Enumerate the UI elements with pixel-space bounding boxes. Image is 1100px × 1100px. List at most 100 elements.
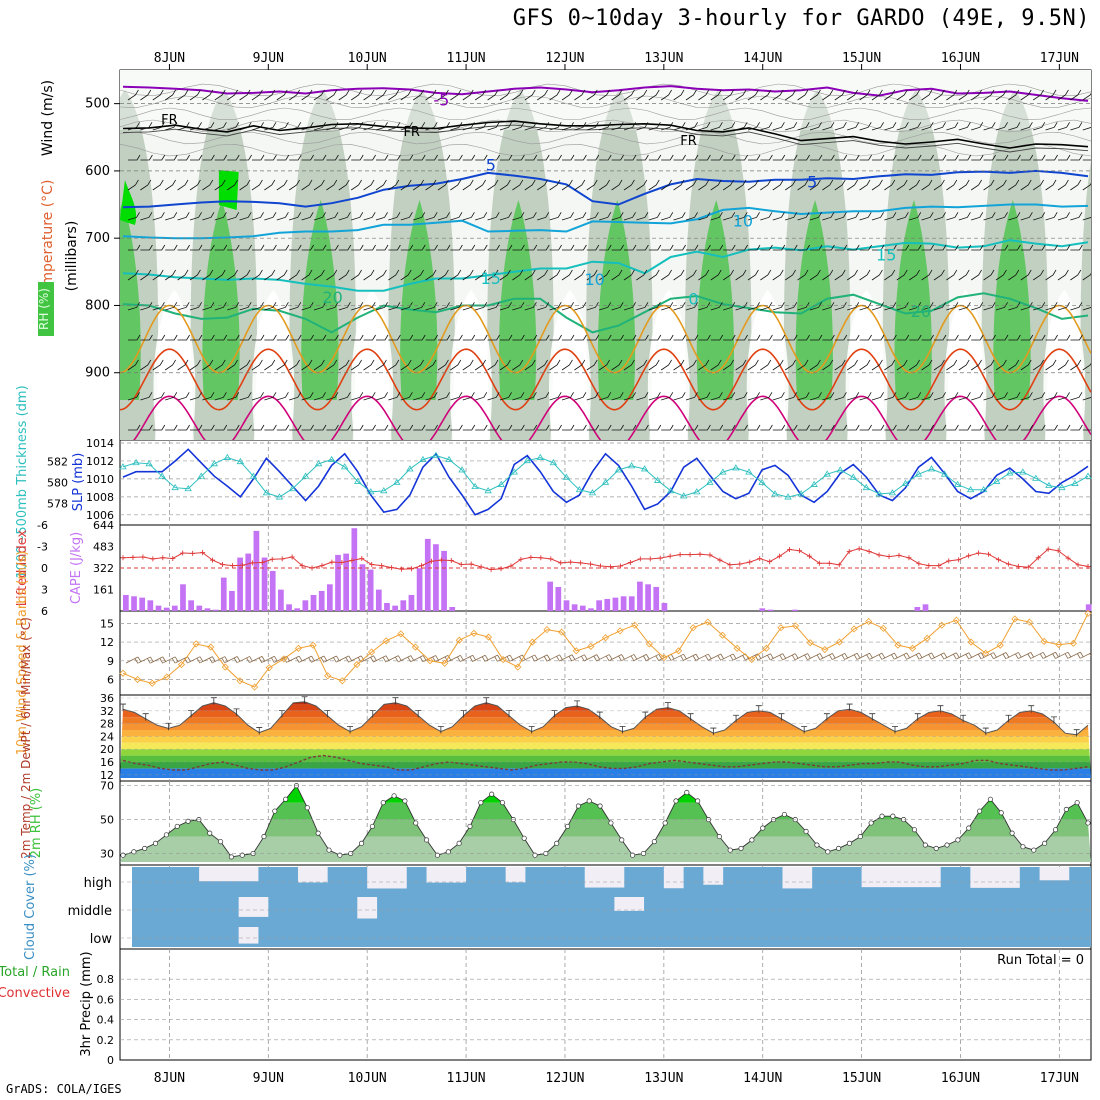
wind-barb	[301, 212, 314, 221]
wind-barb	[1057, 89, 1069, 101]
li-point	[627, 559, 633, 565]
rh-point	[434, 852, 440, 858]
li-point	[319, 563, 325, 569]
thickness-point	[484, 487, 492, 494]
wind-barb	[909, 302, 922, 311]
wind-barb	[747, 359, 759, 371]
wind-barb	[797, 359, 809, 371]
wind-barb	[797, 244, 810, 251]
wind-barb	[958, 269, 970, 281]
wind-barb	[921, 122, 934, 131]
isotherm-label: 5	[807, 172, 817, 191]
wind-barb-10m	[324, 655, 340, 663]
wind-barb	[834, 302, 847, 311]
thickness-point	[732, 464, 740, 471]
wind-barb	[921, 154, 934, 161]
wind-barb	[1057, 302, 1070, 311]
thickness-point	[862, 483, 871, 491]
wind-barb	[822, 122, 835, 131]
wind-barb	[661, 154, 674, 161]
thickness-point	[536, 453, 545, 460]
wind-barb	[177, 392, 190, 401]
wind-barb	[536, 269, 548, 281]
isotherm-label: FR	[403, 125, 420, 140]
wind-barb	[239, 179, 251, 191]
wind-barb	[289, 424, 302, 431]
wind-barb	[388, 392, 401, 401]
wind-barb	[760, 122, 773, 131]
cape-bar	[261, 557, 268, 611]
cloud-clear-patch	[367, 867, 407, 889]
precip-tick-label: 0.4	[97, 1014, 115, 1027]
wind-barb	[1058, 424, 1071, 431]
wind-barb	[412, 269, 424, 281]
wind-barb	[475, 302, 488, 311]
wind-barb	[723, 154, 736, 161]
wind-barb	[809, 359, 821, 371]
wind-barb	[996, 244, 1009, 251]
day-label-bottom: 15JUN	[842, 1071, 881, 1086]
wind-barb	[772, 89, 784, 101]
thickness-point	[419, 455, 427, 463]
rh-band-clear	[351, 290, 394, 440]
wind-barb	[934, 334, 947, 341]
wind-barb	[648, 269, 660, 281]
wind-barb	[859, 154, 872, 161]
wind-barb-10m	[721, 653, 737, 661]
wind-barb	[338, 302, 351, 311]
wind-barb	[152, 302, 165, 311]
wind-barb	[872, 424, 885, 431]
isotherm-35	[133, 395, 1091, 440]
wind-barb-10m	[944, 652, 960, 660]
cape-bar	[400, 600, 407, 611]
isotherm-5	[122, 169, 1089, 209]
wind-barb	[276, 302, 289, 311]
thickness-point	[888, 489, 897, 496]
li-point	[190, 550, 196, 556]
rh-point	[586, 798, 592, 804]
wind-speed-point	[558, 628, 566, 636]
wind-barb	[871, 122, 884, 131]
temp-band	[120, 749, 1091, 756]
wind-barb	[152, 244, 166, 251]
wind-barb	[722, 179, 734, 191]
wind-barb	[1057, 269, 1069, 281]
wind-barb	[363, 302, 376, 311]
rh-point	[467, 823, 473, 829]
wind-barb	[958, 392, 971, 401]
wind-barb	[772, 392, 785, 401]
wind-speed-point	[207, 643, 215, 651]
wind-barb	[624, 154, 637, 161]
wind-barb	[375, 269, 387, 281]
wind-barb	[1045, 334, 1058, 341]
li-point	[140, 554, 146, 560]
thickness-point	[940, 470, 949, 477]
wind-barb-10m	[597, 654, 613, 662]
thickness-point	[927, 465, 936, 472]
wind-barb	[288, 359, 300, 371]
li-point	[707, 552, 713, 558]
wind-barb	[760, 89, 772, 101]
wind-barb	[1033, 154, 1046, 161]
li-point	[120, 555, 126, 561]
thickness-point	[236, 457, 245, 465]
wind-barb	[189, 89, 201, 101]
wind-barb-10m	[795, 653, 811, 661]
temp-max-marker	[937, 705, 944, 713]
wind-barb	[562, 334, 575, 341]
wind-barb	[202, 302, 215, 311]
wind-barb	[1020, 302, 1033, 311]
cape-axis-title: CAPE (J/kg)	[69, 532, 84, 604]
wind-barb	[524, 244, 538, 251]
wind-barb	[859, 424, 872, 431]
rh-point	[868, 820, 874, 826]
rh-point	[1042, 840, 1048, 846]
wind-barb	[1082, 397, 1091, 401]
wind-barb	[561, 179, 573, 191]
temp-band	[120, 755, 1091, 762]
wind-barb	[140, 179, 152, 191]
wind-barb	[723, 122, 736, 131]
wind-barb	[983, 359, 995, 371]
wind-speed-point	[1069, 639, 1077, 647]
wind-barb	[660, 179, 672, 191]
